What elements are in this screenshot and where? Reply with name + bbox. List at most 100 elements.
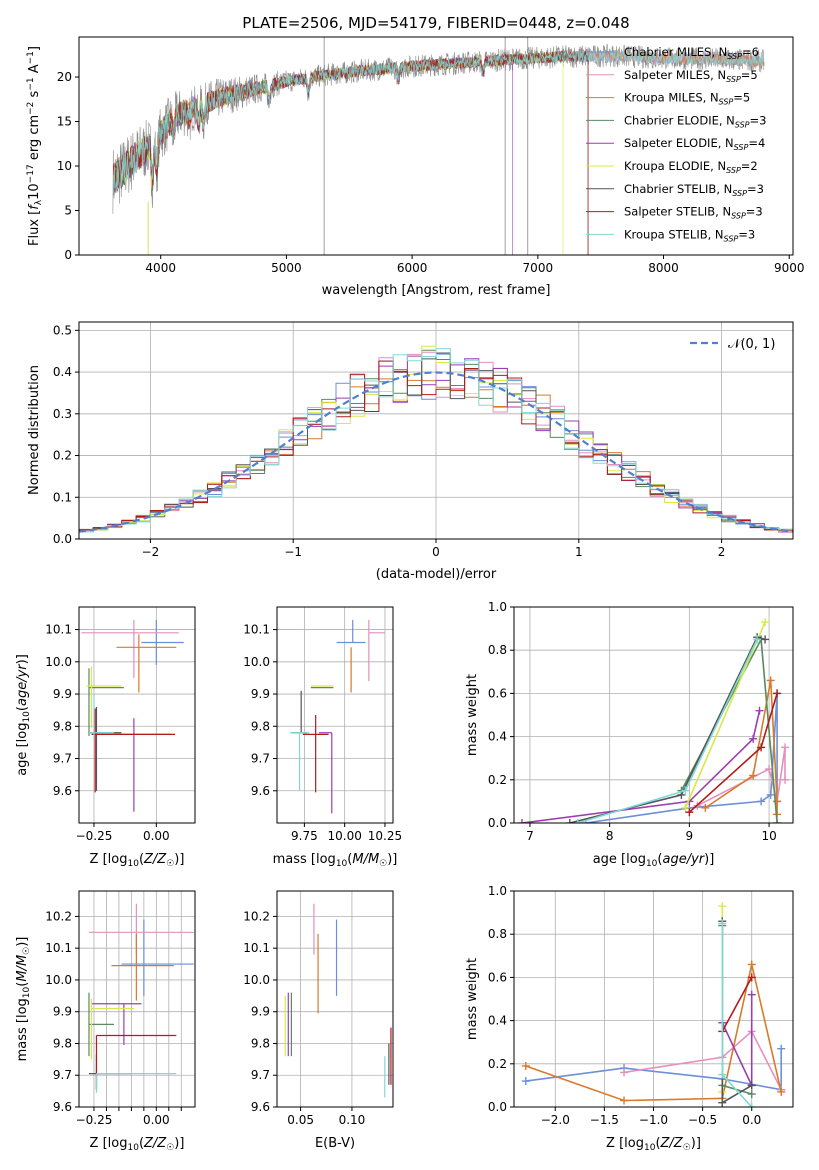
tick-label-x: 6000 (397, 261, 428, 275)
tick-label-x: 10 (761, 829, 776, 843)
legend-entry: Kroupa MILES, NSSP=5 (624, 91, 750, 107)
tick-label-y: 0.0 (488, 816, 507, 830)
errorbar-point (95, 1073, 177, 1093)
weight-marker (521, 1077, 530, 1086)
plot-area-age-vs-Z (81, 619, 184, 812)
errorbar-point (111, 933, 174, 1001)
weight-line (721, 977, 753, 1032)
tick-label-y: 1.0 (488, 884, 507, 898)
tick-label-y: 0 (64, 248, 72, 262)
tick-label-y: 10.1 (45, 623, 72, 637)
plot-area-residuals (79, 345, 793, 539)
tick-label-y: 0.0 (53, 532, 72, 546)
tick-label-y: 0.2 (488, 773, 507, 787)
y-axis-label: mass weight (465, 674, 480, 756)
weight-marker (761, 635, 770, 644)
weight-marker (773, 689, 782, 698)
tick-label-y: 10.0 (243, 655, 270, 669)
axes-residuals: −2 −1 0 1 2 0.0 0.1 0.2 0.3 0.4 0.5 (53, 321, 794, 559)
weight-marker (755, 706, 764, 715)
tick-label-y: 0.5 (53, 323, 72, 337)
tick-label-y: 0.1 (53, 490, 72, 504)
legend-entry: Kroupa STELIB, NSSP=3 (624, 227, 755, 243)
tick-label-y: 10.0 (45, 655, 72, 669)
x-axis-label: age [log10(age/yr)] (593, 852, 715, 869)
weight-marker (757, 797, 766, 806)
weight-line (623, 1030, 782, 1091)
weight-line (721, 923, 753, 1107)
model-line-kroupa-elodie (113, 51, 564, 255)
tick-label-x: 8 (606, 829, 614, 843)
tick-label-y: 9.9 (251, 687, 270, 701)
tick-label-x: 7000 (523, 261, 554, 275)
weight-marker (766, 790, 775, 799)
y-axis-label: Normed distribution (27, 365, 42, 495)
tick-label-y: 5 (64, 204, 72, 218)
weight-marker (681, 803, 690, 812)
tick-label-y: 0.4 (53, 365, 72, 379)
y-axis-label: Flux [fλ10−17 erg cm−2 s−1 A−1] (26, 46, 44, 246)
tick-label-y: 0.6 (488, 970, 507, 984)
weight-line (721, 994, 753, 1086)
tick-label-y: 0.6 (488, 686, 507, 700)
plot-area-mass-vs-Z (88, 903, 194, 1093)
errorbar-point (88, 903, 194, 955)
tick-label-y: 0.4 (488, 730, 507, 744)
weight-line (721, 925, 752, 1095)
y-axis-label: age [log10(age/yr)] (15, 654, 32, 776)
tick-label-x: 9.75 (291, 829, 318, 843)
tick-label-x: 1 (575, 545, 583, 559)
tick-label-x: 7 (526, 829, 534, 843)
x-axis-label: (data-model)/error (376, 567, 497, 582)
weight-marker (747, 973, 756, 982)
tick-label-y: 20 (57, 70, 72, 84)
weight-marker (781, 743, 790, 752)
errorbar-point (88, 1054, 132, 1090)
tick-label-y: 9.8 (251, 719, 270, 733)
weight-marker (747, 1090, 756, 1099)
errorbar-point (336, 619, 366, 644)
errorbar-point (91, 1003, 142, 1046)
tick-label-y: 9.7 (53, 752, 72, 766)
legend-entry: Chabrier MILES, NSSP=6 (624, 45, 759, 61)
weight-line (521, 710, 761, 823)
weight-marker (685, 808, 694, 817)
tick-label-y: 0.3 (53, 407, 72, 421)
weight-marker (777, 1044, 786, 1053)
tick-label-x: 0.0 (742, 1113, 761, 1127)
weight-marker (747, 1081, 756, 1090)
errorbar-point (88, 992, 114, 1057)
legend-entry: Chabrier STELIB, NSSP=3 (624, 182, 764, 198)
tick-label-y: 9.9 (53, 687, 72, 701)
legend-entry: Kroupa ELODIE, NSSP=2 (624, 159, 758, 175)
model-line-chabrier-elodie (113, 50, 589, 255)
axes-weight-vs-age: 7 8 9 10 0.0 0.2 0.4 0.6 0.8 1.0 (488, 600, 794, 843)
tick-label-x: 9 (686, 829, 694, 843)
tick-label-y: 10.0 (45, 973, 72, 987)
weight-marker (749, 734, 758, 743)
x-axis-label: Z [log10(Z/Z☉)] (90, 1136, 185, 1153)
model-line-salpeter-elodie (113, 54, 514, 255)
tick-label-y: 0.2 (488, 1057, 507, 1071)
weight-marker (718, 1070, 727, 1079)
weight-marker (781, 775, 790, 784)
weight-marker (521, 1061, 530, 1070)
weight-marker (773, 819, 782, 823)
tick-label-y: 9.6 (251, 784, 270, 798)
tick-label-y: 9.8 (251, 1036, 270, 1050)
tick-label-y: 0.0 (488, 1100, 507, 1114)
tick-label-x: −2.0 (541, 1113, 570, 1127)
tick-label-x: 0.00 (143, 1113, 170, 1127)
axes-weight-vs-Z: −2.0 −1.5 −1.0 −0.5 0.0 0.0 0.2 0.4 0.6 0.8 1.0 (488, 884, 794, 1127)
weight-marker (747, 1103, 756, 1107)
weight-marker (718, 1098, 727, 1107)
weight-marker (766, 676, 775, 685)
tick-label-x: −2 (142, 545, 160, 559)
tick-label-y: 9.7 (251, 1068, 270, 1082)
tick-label-x: 10.25 (368, 829, 402, 843)
legend-entry: Salpeter MILES, NSSP=5 (624, 68, 758, 84)
tick-label-y: 10.2 (45, 909, 72, 923)
axes-age-vs-Z: −0.25 0.00 9.6 9.7 9.8 9.9 10.0 10.1 (45, 606, 196, 843)
y-axis-label: mass [log10(M/M☉)] (15, 937, 32, 1062)
tick-label-x: −1.5 (590, 1113, 619, 1127)
